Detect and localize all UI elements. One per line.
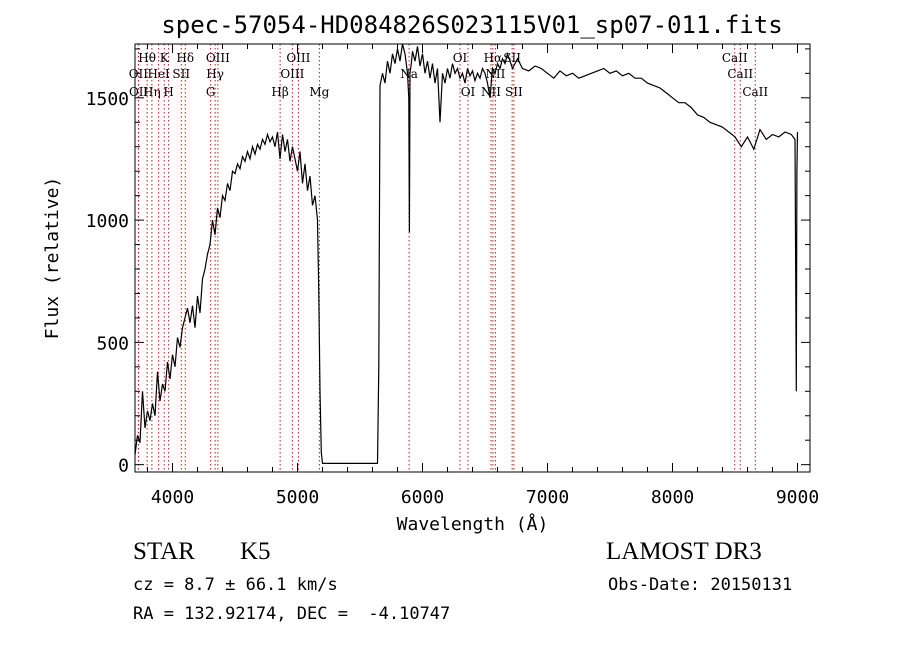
line-marker-label: NII: [485, 67, 505, 81]
line-marker-label: OI: [453, 51, 468, 65]
x-tick-label: 5000: [276, 487, 319, 508]
line-marker-label: OIII: [206, 51, 230, 65]
coordinates-label: RA = 132.92174, DEC = -4.10747: [133, 604, 451, 624]
line-marker-label: OIII: [280, 67, 304, 81]
x-tick-label: 6000: [401, 487, 444, 508]
line-marker-label: SII: [505, 85, 523, 99]
redshift-label: cz = 8.7 ± 66.1 km/s: [133, 575, 338, 595]
line-marker-label: NII: [481, 85, 501, 99]
line-marker-label: OII: [129, 85, 149, 99]
line-marker-label: Hα: [484, 51, 503, 65]
spectral-subclass-label: K5: [240, 538, 271, 565]
line-marker-label: Hη: [143, 85, 161, 99]
line-marker-label: Hδ: [176, 51, 194, 65]
line-marker-label: K: [160, 51, 170, 65]
spectrum-line: [135, 44, 799, 464]
x-tick-label: 4000: [151, 487, 194, 508]
line-marker-label: H: [163, 85, 173, 99]
line-marker-label: SII: [172, 67, 190, 81]
line-marker-label: CaII: [742, 85, 768, 99]
x-tick-label: 7000: [526, 487, 569, 508]
y-tick-label: 1000: [86, 211, 129, 232]
line-marker-label: CaII: [722, 51, 748, 65]
line-marker-label: HeI: [147, 67, 170, 81]
chart-title: spec-57054-HD084826S023115V01_sp07-011.f…: [161, 11, 782, 39]
y-tick-label: 1500: [86, 89, 129, 110]
survey-label: LAMOST DR3: [606, 538, 762, 565]
line-marker-label: Hθ: [138, 51, 156, 65]
line-marker-label: Hβ: [271, 85, 288, 99]
line-marker-label: OII: [129, 67, 149, 81]
plot-frame: [134, 43, 811, 473]
line-marker-label: OI: [461, 85, 476, 99]
line-marker-label: Mg: [309, 85, 329, 99]
y-tick-label: 500: [96, 333, 129, 354]
x-axis-label: Wavelength (Å): [397, 513, 549, 535]
y-tick-label: 0: [118, 456, 129, 477]
obs-date-label: Obs-Date: 20150131: [608, 575, 793, 595]
line-marker-label: CaII: [727, 67, 753, 81]
line-marker-label: OIII: [286, 51, 310, 65]
y-axis-label: Flux (relative): [42, 177, 63, 340]
line-marker-label: Hγ: [206, 67, 224, 81]
line-marker-label: Na: [400, 67, 418, 81]
line-marker-label: SII: [503, 51, 521, 65]
line-marker-label: G: [206, 85, 216, 99]
object-type-label: STAR: [133, 538, 195, 565]
x-tick-label: 9000: [776, 487, 819, 508]
x-tick-label: 8000: [651, 487, 694, 508]
